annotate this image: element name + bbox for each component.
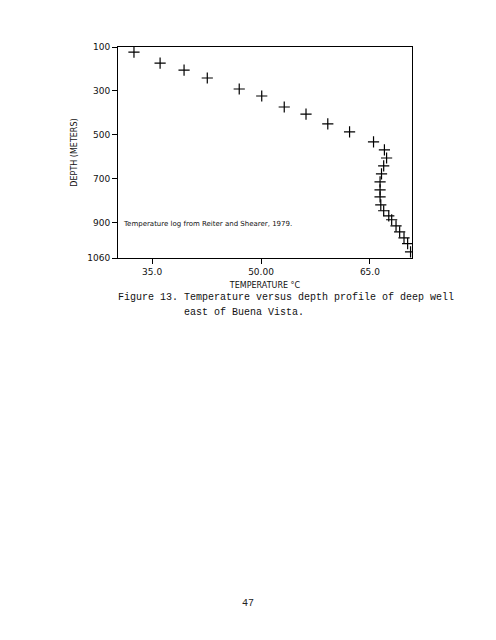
html-text:Figure 13. Temperature versus: Figure 13. Temperature versus depth prof… [118,292,455,318]
html-text:47: 47 [242,598,254,609]
svg-text:300: 300 [93,86,110,96]
svg-text:35.0: 35.0 [142,267,162,277]
svg-text:100: 100 [93,42,110,52]
svg-text:65.0: 65.0 [360,267,380,277]
svg-text:Temperature log from Reiter an: Temperature log from Reiter and Shearer,… [123,220,292,228]
svg-text:DEPTH (METERS): DEPTH (METERS) [70,118,79,186]
svg-text:TEMPERATURE °C: TEMPERATURE °C [229,281,301,290]
svg-text:900: 900 [93,218,110,228]
svg-text:1060: 1060 [87,253,110,263]
svg-text:500: 500 [93,130,110,140]
svg-text:700: 700 [93,174,110,184]
svg-text:50.00: 50.00 [248,267,274,277]
